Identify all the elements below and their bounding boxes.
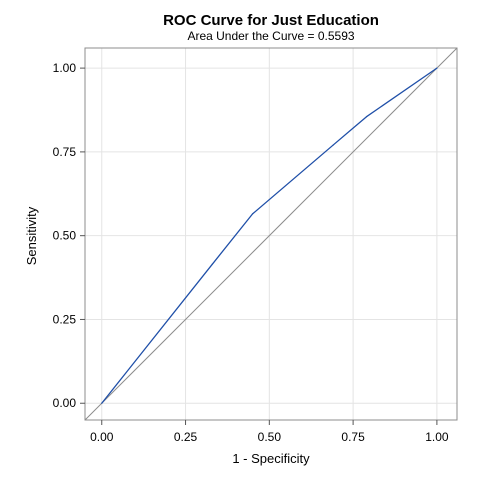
roc-curve-line: [101, 67, 438, 404]
y-tick-label-3: 0.75: [53, 145, 77, 159]
reference-diagonal: [84, 47, 458, 421]
x-axis-label: 1 - Specificity: [232, 451, 310, 466]
x-tick-label-0: 0.00: [90, 430, 114, 444]
roc-point-0: [101, 402, 103, 404]
roc-point-1: [211, 263, 213, 265]
reference-line: [84, 47, 458, 421]
roc-point-3: [332, 144, 334, 146]
chart-title: ROC Curve for Just Education: [163, 12, 379, 29]
y-tick-label-0: 0.00: [53, 396, 77, 410]
plot-frame: [84, 47, 458, 421]
grid-lines: [85, 48, 457, 420]
y-tick-label-2: 0.50: [53, 229, 77, 243]
roc-series: [101, 67, 438, 404]
x-axis-ticks: 0.00 0.25 0.50 0.75 1.00: [90, 420, 449, 444]
roc-point-5: [436, 67, 438, 69]
x-tick-label-1: 0.25: [174, 430, 198, 444]
y-tick-label-1: 0.25: [53, 312, 77, 326]
y-axis-label: Sensitivity: [24, 206, 39, 265]
chart-subtitle: Area Under the Curve = 0.5593: [187, 29, 354, 43]
roc-point-4: [365, 116, 368, 118]
y-axis-ticks: 0.00 0.25 0.50 0.75 1.00: [53, 61, 85, 410]
y-tick-label-4: 1.00: [53, 61, 77, 75]
plot-frame-rect: [84, 47, 458, 421]
x-tick-label-2: 0.50: [258, 430, 282, 444]
roc-point-2: [251, 213, 254, 215]
x-tick-label-3: 0.75: [341, 430, 365, 444]
x-tick-label-4: 1.00: [425, 430, 449, 444]
